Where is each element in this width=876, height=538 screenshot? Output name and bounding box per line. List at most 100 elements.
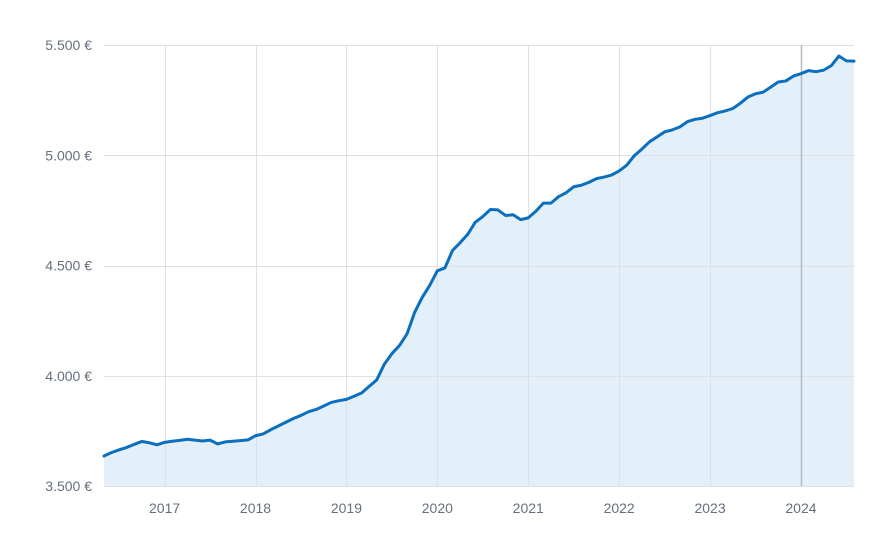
data-point — [631, 153, 637, 159]
data-point — [169, 438, 175, 444]
data-point — [389, 351, 395, 357]
data-point — [381, 361, 387, 367]
data-point — [760, 89, 766, 95]
data-point — [192, 437, 198, 443]
data-point — [707, 113, 713, 119]
data-point — [207, 437, 213, 443]
data-point — [449, 248, 455, 254]
data-point — [578, 182, 584, 188]
data-point — [677, 124, 683, 130]
data-point — [457, 240, 463, 246]
data-point — [472, 219, 478, 225]
y-tick-label: 5.500 € — [45, 37, 92, 53]
data-point — [434, 268, 440, 274]
data-point — [556, 194, 562, 200]
data-point — [268, 427, 274, 433]
data-point — [571, 184, 577, 190]
data-point — [753, 91, 759, 97]
data-point — [124, 444, 130, 450]
data-point — [230, 438, 236, 444]
data-point — [343, 396, 349, 402]
data-point — [684, 119, 690, 125]
data-point — [669, 127, 675, 133]
data-point — [654, 134, 660, 140]
data-point — [843, 58, 849, 64]
data-point — [563, 190, 569, 196]
y-tick-label: 4.500 € — [45, 258, 92, 274]
data-point — [116, 447, 122, 453]
data-point — [798, 71, 804, 77]
data-point — [518, 217, 524, 223]
data-point — [253, 433, 259, 439]
data-point — [737, 100, 743, 106]
data-point — [533, 208, 539, 214]
data-point — [783, 78, 789, 84]
y-tick-label: 3.500 € — [45, 478, 92, 494]
data-point — [419, 294, 425, 300]
data-point — [715, 110, 721, 116]
data-point — [503, 212, 509, 218]
data-point — [306, 409, 312, 415]
data-point — [487, 206, 493, 212]
x-tick-label: 2020 — [422, 500, 453, 516]
data-point — [154, 442, 160, 448]
data-point — [828, 63, 834, 69]
data-point — [692, 116, 698, 122]
data-point — [366, 383, 372, 389]
data-point — [616, 168, 622, 174]
x-tick-label: 2021 — [513, 500, 544, 516]
data-point — [775, 79, 781, 85]
data-point — [396, 343, 402, 349]
data-point — [586, 179, 592, 185]
x-tick-label: 2017 — [149, 500, 180, 516]
data-point — [836, 53, 842, 59]
data-point — [245, 437, 251, 443]
data-point — [275, 423, 281, 429]
x-tick-label: 2018 — [240, 500, 271, 516]
data-point — [321, 403, 327, 409]
data-point — [109, 449, 115, 455]
data-point — [540, 200, 546, 206]
data-point — [745, 94, 751, 100]
y-tick-label: 4.000 € — [45, 368, 92, 384]
series-layer — [102, 53, 857, 458]
x-axis-ticks: 2017 2018 2019 2020 2021 2022 2023 2024 — [149, 500, 817, 516]
data-point — [290, 416, 296, 422]
data-point — [465, 231, 471, 237]
y-tick-label: 5.000 € — [45, 147, 92, 163]
data-point — [601, 174, 607, 180]
data-point — [646, 139, 652, 145]
data-point — [427, 282, 433, 288]
gridlines — [104, 45, 854, 487]
data-point — [525, 215, 531, 221]
x-tick-label: 2019 — [331, 500, 362, 516]
x-tick-label: 2024 — [785, 500, 816, 516]
data-point — [609, 172, 615, 178]
data-point — [177, 437, 183, 443]
data-point — [768, 84, 774, 90]
area-fill-layer — [104, 56, 854, 486]
x-tick-label: 2023 — [694, 500, 725, 516]
data-point — [146, 440, 152, 446]
data-point — [184, 436, 190, 442]
data-point — [442, 265, 448, 271]
data-point — [730, 106, 736, 112]
data-point — [722, 108, 728, 114]
data-point — [480, 214, 486, 220]
data-point — [821, 67, 827, 73]
data-point — [298, 412, 304, 418]
x-tick-label: 2022 — [604, 500, 635, 516]
data-point — [336, 398, 342, 404]
data-point — [199, 438, 205, 444]
data-point — [806, 68, 812, 74]
data-point — [593, 176, 599, 182]
data-point — [790, 73, 796, 79]
data-point — [851, 58, 857, 64]
data-point — [328, 399, 334, 405]
data-point — [374, 377, 380, 383]
data-point — [510, 212, 516, 218]
data-point — [548, 200, 554, 206]
series-line — [102, 54, 856, 458]
data-point — [495, 207, 501, 213]
